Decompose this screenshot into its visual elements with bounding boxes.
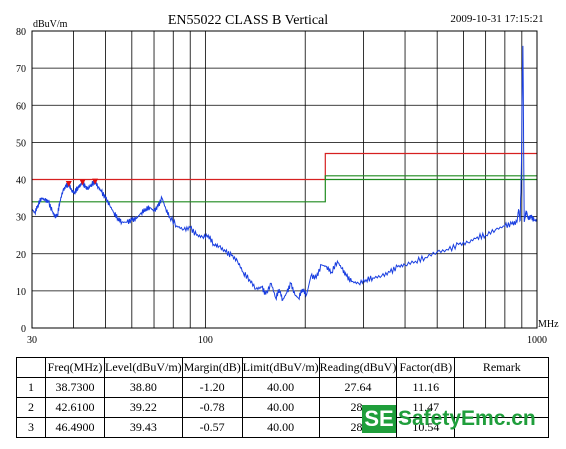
peak-markers <box>65 178 99 187</box>
y-tick-label: 80 <box>16 27 26 38</box>
row-number: 3 <box>16 417 46 438</box>
plot-frame <box>31 30 538 329</box>
watermark: SE SafetyEmc.cn <box>362 405 536 433</box>
table-header-row: Freq(MHz) Level(dBuV/m) Margin(dB) Limit… <box>16 357 550 378</box>
cell-level: 39.22 <box>104 397 183 418</box>
cell-reading: 27.64 <box>318 377 398 398</box>
peak-marker <box>65 180 72 187</box>
cell-level: 39.43 <box>104 417 183 438</box>
y-tick-label: 50 <box>16 138 26 149</box>
limit-line <box>32 152 537 181</box>
series-line <box>31 45 538 302</box>
table-row: 2 42.6100 39.22 -0.78 40.00 28. 11.47 <box>16 397 550 418</box>
y-tick-label: 10 <box>16 287 26 298</box>
row-number: 2 <box>16 397 46 418</box>
x-tick-label: 100 <box>198 335 213 346</box>
cell-level: 38.80 <box>104 377 183 398</box>
emission-chart: EN55022 CLASS B Vertical 2009-10-31 17:1… <box>16 13 559 346</box>
tick-labels: 0 10 20 30 40 50 60 70 80 30 100 1000 <box>16 27 547 346</box>
cell-margin: -0.57 <box>181 417 243 438</box>
table-header-level: Level(dBuV/m) <box>104 357 183 378</box>
cell-remark <box>454 417 550 438</box>
cell-factor: 10.54 <box>396 417 456 438</box>
table-header-reading: Reading(dBuV) <box>318 357 398 378</box>
cell-margin: -0.78 <box>181 397 243 418</box>
y-tick-label: 20 <box>16 250 26 261</box>
y-tick-label: 70 <box>16 64 26 75</box>
y-tick-label: 0 <box>21 324 26 335</box>
watermark-text: SafetyEmc.cn <box>398 407 536 430</box>
y-tick-label: 40 <box>16 176 26 187</box>
table-header-remark: Remark <box>454 357 550 378</box>
cell-freq: 42.6100 <box>45 397 105 418</box>
watermark-logo: SE <box>362 405 396 433</box>
cell-freq: 38.7300 <box>45 377 105 398</box>
chart-title: EN55022 CLASS B Vertical <box>168 13 328 28</box>
cell-factor: 11.16 <box>396 377 456 398</box>
y-tick-label: 60 <box>16 101 26 112</box>
cell-freq: 46.4900 <box>45 417 105 438</box>
results-table: Freq(MHz) Level(dBuV/m) Margin(dB) Limit… <box>16 357 550 438</box>
table-header-no <box>16 357 46 378</box>
table-row: 1 38.7300 38.80 -1.20 40.00 27.64 11.16 <box>16 377 550 398</box>
table-header-freq: Freq(MHz) <box>45 357 105 378</box>
table-header-margin: Margin(dB) <box>181 357 243 378</box>
row-number: 1 <box>16 377 46 398</box>
x-tick-label: 30 <box>27 335 37 346</box>
cell-margin: -1.20 <box>181 377 243 398</box>
x-tick-label: 1000 <box>527 335 547 346</box>
peak-marker <box>79 179 86 186</box>
table-header-factor: Factor(dB) <box>396 357 456 378</box>
peak-marker <box>92 178 99 185</box>
x-axis-unit: MHz <box>538 319 559 330</box>
y-axis-unit: dBuV/m <box>33 19 68 30</box>
chart-timestamp: 2009-10-31 17:15:21 <box>450 13 543 25</box>
cell-limit: 40.00 <box>241 377 320 398</box>
table-row: 3 46.4900 39.43 -0.57 40.00 28. 10.54 <box>16 417 550 438</box>
table-header-limit: Limit(dBuV/m) <box>241 357 320 378</box>
cell-limit: 40.00 <box>241 417 320 438</box>
margin-line <box>32 175 537 203</box>
limit-lines <box>32 152 537 203</box>
y-tick-label: 30 <box>16 213 26 224</box>
emission-trace <box>31 45 538 302</box>
cell-limit: 40.00 <box>241 397 320 418</box>
cell-remark <box>454 377 550 398</box>
